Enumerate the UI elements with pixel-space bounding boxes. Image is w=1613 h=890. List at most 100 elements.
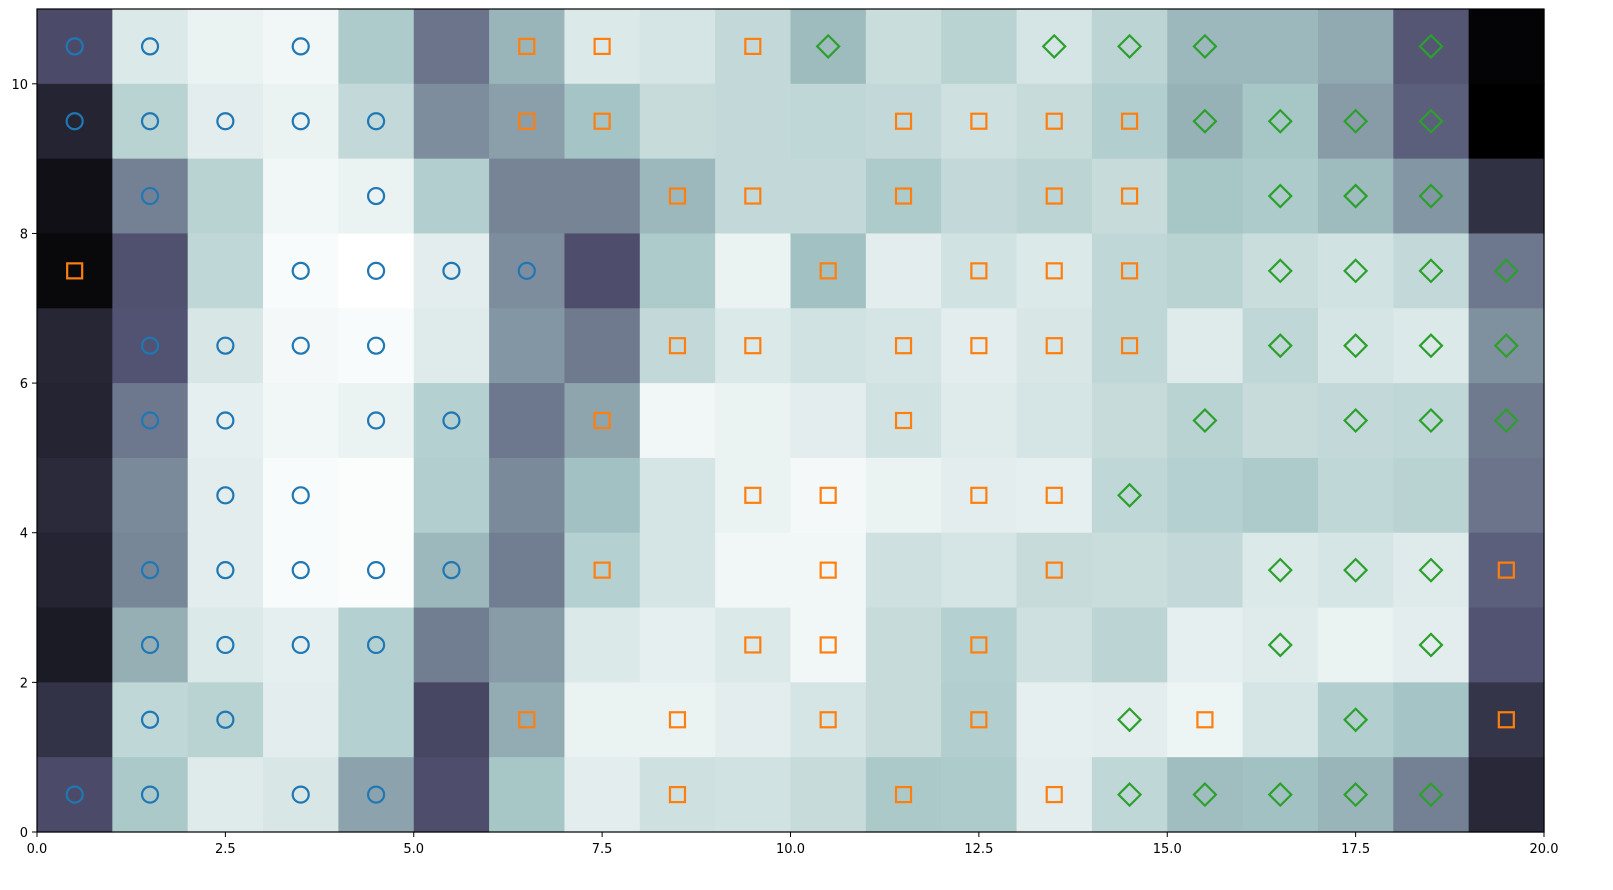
- square-marker: [1045, 262, 1063, 280]
- heatmap-cell: [1393, 158, 1470, 235]
- heatmap-cell: [187, 682, 264, 758]
- heatmap-cell: [1393, 682, 1470, 758]
- heatmap-cell: [790, 682, 867, 758]
- heatmap-cell: [489, 83, 566, 160]
- heatmap-cell: [865, 83, 942, 160]
- heatmap-cell: [715, 607, 792, 683]
- circle-marker: [140, 336, 160, 355]
- square-marker: [1045, 486, 1063, 504]
- series-square: [66, 37, 1515, 804]
- circle-marker: [291, 486, 310, 505]
- circle-marker: [291, 37, 310, 56]
- square-marker: [970, 636, 988, 654]
- heatmap-cell: [187, 308, 264, 384]
- diamond-marker: [1418, 33, 1444, 59]
- heatmap-cell: [37, 757, 113, 833]
- circle-marker: [366, 336, 386, 355]
- y-tick-label: 10: [11, 78, 28, 93]
- heatmap-cell: [865, 757, 942, 833]
- heatmap-cell: [1016, 457, 1093, 534]
- heatmap-cell: [941, 532, 1018, 609]
- heatmap-cell: [1167, 308, 1244, 384]
- diamond-marker: [1267, 632, 1293, 658]
- heatmap-cell: [1317, 383, 1394, 459]
- circle-marker: [216, 710, 235, 729]
- diamond-marker: [1267, 108, 1293, 134]
- heatmap-cell: [187, 83, 264, 160]
- heatmap-cell: [564, 607, 641, 683]
- heatmap-cell: [1317, 83, 1394, 160]
- heatmap-cell: [715, 9, 792, 85]
- heatmap-cell: [790, 532, 867, 609]
- x-tick-label: 7.5: [592, 842, 613, 857]
- heatmap-cell: [1167, 383, 1244, 459]
- heatmap-cell: [187, 607, 264, 683]
- square-marker: [1196, 711, 1214, 729]
- heatmap-cell: [941, 607, 1018, 683]
- circle-marker: [216, 635, 235, 655]
- heatmap-cell: [1167, 607, 1244, 683]
- heatmap-cell: [1393, 457, 1470, 534]
- heatmap-cell: [1242, 682, 1319, 758]
- heatmap-cell: [639, 83, 716, 160]
- x-tick-label: 20.0: [1530, 842, 1559, 857]
- circle-marker: [366, 261, 386, 280]
- x-tick-label: 17.5: [1341, 842, 1370, 857]
- heatmap-cell: [1317, 9, 1394, 85]
- heatmap-cell: [338, 383, 415, 459]
- diamond-marker: [1192, 108, 1218, 134]
- heatmap-cell: [1317, 233, 1394, 309]
- circle-marker: [216, 411, 235, 430]
- heatmap-cell: [1317, 757, 1394, 833]
- square-marker: [819, 636, 837, 654]
- diamond-marker: [1267, 258, 1293, 284]
- square-marker: [1120, 112, 1139, 130]
- y-axis: 0 2 4 6 8 10: [11, 78, 37, 841]
- heatmap-cell: [37, 607, 113, 683]
- circle-marker: [366, 411, 386, 430]
- heatmap-cell: [865, 233, 942, 309]
- heatmap-cell: [1242, 308, 1319, 384]
- heatmap-cell: [1393, 383, 1470, 459]
- heatmap-cell: [1091, 158, 1168, 235]
- circle-marker: [442, 411, 461, 430]
- heatmap-cell: [790, 9, 867, 85]
- heatmap-cell: [790, 308, 867, 384]
- heatmap-cell: [790, 383, 867, 459]
- diamond-marker: [1343, 333, 1369, 359]
- square-marker: [819, 262, 837, 280]
- heatmap-cell: [37, 682, 113, 758]
- heatmap-cell: [263, 757, 339, 833]
- heatmap-cell: [338, 233, 415, 309]
- heatmap-cell: [1242, 383, 1319, 459]
- square-marker: [518, 112, 536, 130]
- square-marker: [744, 337, 762, 355]
- heatmap-cell: [413, 682, 490, 758]
- heatmap-cell: [1468, 607, 1545, 683]
- heatmap-cell: [639, 607, 716, 683]
- circle-marker: [140, 411, 160, 430]
- heatmap-cell: [715, 158, 792, 235]
- square-marker: [744, 187, 762, 205]
- heatmap-cell: [1468, 233, 1545, 309]
- circle-marker: [140, 37, 160, 56]
- circle-marker: [140, 635, 160, 655]
- heatmap-cell: [865, 308, 942, 384]
- heatmap-cell: [790, 457, 867, 534]
- heatmap-cell: [187, 233, 264, 309]
- heatmap-cell: [489, 383, 566, 459]
- heatmap-cell: [1016, 383, 1093, 459]
- heatmap-cell: [941, 757, 1018, 833]
- circle-marker: [216, 336, 235, 355]
- square-marker: [593, 112, 611, 130]
- diamond-marker: [1418, 108, 1444, 134]
- heatmap-cell: [413, 9, 490, 85]
- heatmap-cell: [790, 83, 867, 160]
- circle-marker: [291, 112, 310, 131]
- heatmap-cell: [338, 682, 415, 758]
- heatmap-cell: [489, 308, 566, 384]
- heatmap-cell: [489, 532, 566, 609]
- series-diamond: [815, 33, 1519, 808]
- heatmap-cell: [1016, 532, 1093, 609]
